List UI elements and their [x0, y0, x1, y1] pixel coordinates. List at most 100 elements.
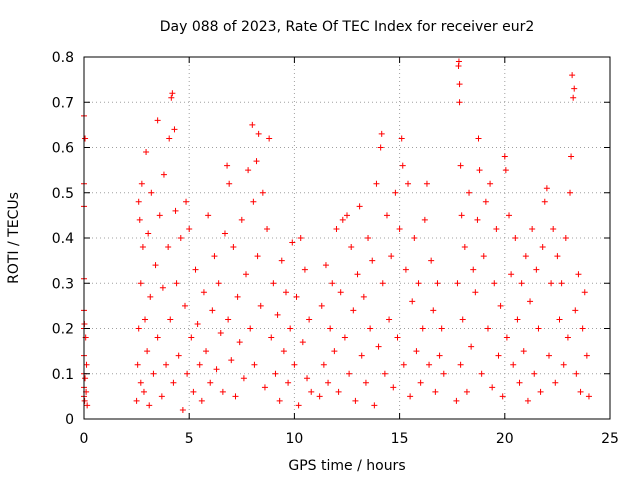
data-point	[287, 325, 294, 332]
data-point	[456, 99, 463, 106]
data-point	[83, 361, 90, 368]
data-point	[278, 257, 285, 264]
y-tick-label: 0.1	[52, 367, 74, 383]
data-point	[463, 388, 470, 395]
data-point	[282, 289, 289, 296]
data-point	[346, 370, 353, 377]
data-point	[250, 198, 257, 205]
data-point	[367, 325, 374, 332]
data-point	[147, 293, 154, 300]
data-point	[203, 348, 210, 355]
data-point	[183, 198, 190, 205]
data-point	[554, 253, 561, 260]
data-point	[221, 230, 228, 237]
data-point	[192, 266, 199, 273]
data-point	[484, 325, 491, 332]
data-point	[156, 212, 163, 219]
data-point	[568, 153, 575, 160]
data-point	[562, 235, 569, 241]
data-point	[341, 334, 348, 341]
data-point	[581, 289, 588, 296]
data-point	[583, 352, 590, 359]
data-point	[472, 289, 479, 296]
data-point	[438, 325, 445, 332]
data-point	[480, 253, 487, 260]
data-point	[316, 393, 323, 400]
data-point	[550, 225, 557, 232]
data-point	[459, 316, 466, 323]
data-point	[362, 379, 369, 386]
data-point	[228, 357, 235, 364]
x-tick-label: 25	[601, 431, 619, 447]
data-point	[529, 225, 536, 232]
data-point	[335, 388, 342, 395]
plot-frame	[83, 56, 611, 420]
y-tick-label: 0	[65, 412, 74, 428]
data-point	[487, 180, 494, 187]
data-point	[399, 162, 406, 169]
data-point	[491, 280, 498, 287]
data-point	[522, 253, 529, 260]
data-point	[503, 334, 510, 341]
data-point	[558, 280, 565, 287]
data-point	[495, 352, 502, 359]
data-point	[160, 171, 167, 178]
data-point	[329, 280, 336, 287]
data-point	[215, 280, 222, 287]
data-points	[81, 58, 592, 413]
data-point	[413, 348, 420, 355]
data-point	[392, 189, 399, 196]
data-point	[409, 298, 416, 305]
data-point	[276, 397, 283, 404]
data-point	[304, 375, 311, 382]
data-point	[541, 198, 548, 205]
data-point	[289, 239, 296, 246]
data-point	[468, 343, 475, 350]
data-point	[295, 402, 302, 409]
y-axis-label: ROTI / TECUs	[6, 192, 22, 284]
data-point	[172, 207, 179, 214]
data-point	[378, 130, 385, 137]
data-point	[575, 271, 582, 278]
y-tick-label: 0.8	[52, 50, 74, 66]
data-point	[381, 370, 388, 377]
data-point	[140, 388, 147, 395]
data-point	[383, 212, 390, 219]
data-point	[234, 293, 241, 300]
data-point	[394, 334, 401, 341]
data-point	[146, 402, 153, 409]
data-point	[457, 361, 464, 368]
data-point	[251, 361, 258, 368]
data-point	[455, 58, 462, 65]
data-point	[470, 266, 477, 273]
data-point	[257, 302, 264, 309]
data-point	[217, 330, 224, 337]
data-point	[306, 316, 313, 323]
data-point	[454, 280, 461, 287]
data-point	[213, 366, 220, 373]
data-point	[482, 198, 489, 205]
data-point	[236, 339, 243, 346]
data-point	[453, 397, 460, 404]
data-point	[168, 94, 175, 101]
data-point	[432, 388, 439, 395]
data-point	[230, 244, 237, 251]
y-tick-label: 0.2	[52, 322, 74, 338]
axis-ticks	[83, 56, 611, 420]
data-point	[510, 361, 517, 368]
data-point	[501, 153, 508, 160]
data-point	[253, 158, 260, 165]
data-point	[350, 307, 357, 314]
data-point	[327, 325, 334, 332]
y-tick-label: 0.5	[52, 186, 74, 202]
data-point	[419, 325, 426, 332]
data-point	[358, 352, 365, 359]
data-point	[158, 393, 165, 400]
data-point	[518, 280, 525, 287]
data-point	[572, 307, 579, 314]
data-point	[82, 375, 89, 382]
data-point	[301, 266, 308, 273]
data-point	[369, 257, 376, 264]
data-point	[423, 180, 430, 187]
data-point	[81, 397, 88, 404]
